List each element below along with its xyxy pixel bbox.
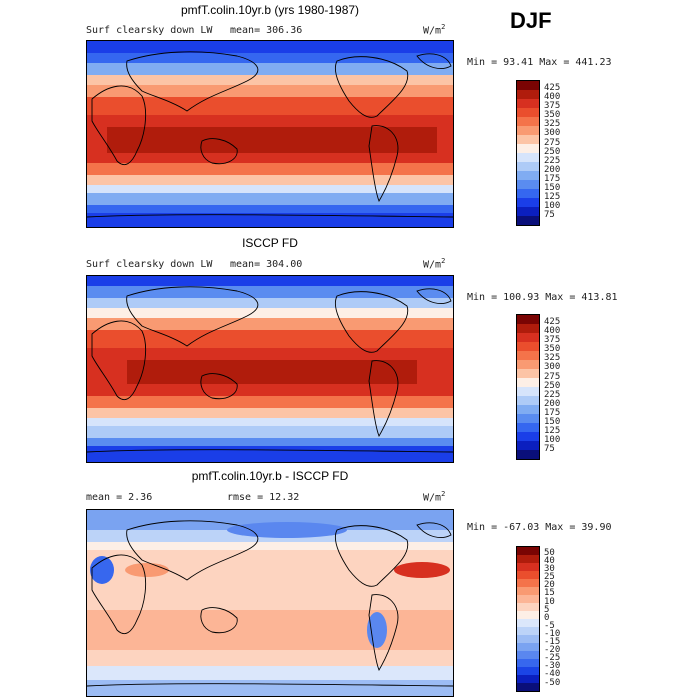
- panel-2-colorbar: 425 400 375 350 325 300 275 250 225 200 …: [516, 314, 560, 460]
- panel-1-map: [86, 40, 454, 228]
- colorbar-tick: 375: [544, 101, 561, 112]
- panel-3-title: pmfT.colin.10yr.b - ISCCP FD: [191, 469, 349, 483]
- colorbar-tick: 125: [544, 426, 561, 437]
- colorbar-tick: 200: [544, 164, 561, 175]
- panel-2-map: [86, 275, 454, 463]
- colorbar-tick: 5: [544, 604, 550, 615]
- panel-3-rmse-value: 12.32: [269, 492, 300, 503]
- panel-1-variable-label: Surf clearsky down LW: [86, 25, 213, 36]
- colorbar-tick: 325: [544, 353, 561, 364]
- panel-1-minmax: Min = 93.41 Max = 441.23: [467, 57, 612, 68]
- colorbar-tick: -40: [544, 669, 561, 680]
- panel-1-mean-value: 306.36: [266, 25, 303, 36]
- colorbar-tick: 175: [544, 407, 561, 418]
- colorbar-tick: -5: [544, 620, 555, 631]
- panel-3-map-field: [87, 510, 453, 696]
- colorbar-tick: 200: [544, 398, 561, 409]
- colorbar-tick: 75: [544, 210, 555, 221]
- colorbar-tick: 400: [544, 326, 561, 337]
- colorbar-tick: -10: [544, 628, 561, 639]
- panel-2-variable-label: Surf clearsky down LW: [86, 259, 213, 270]
- colorbar-tick: 175: [544, 173, 561, 184]
- panel-1-mean: mean= 306.36: [230, 25, 302, 36]
- colorbar-tick: 50: [544, 548, 555, 558]
- colorbar-tick: -15: [544, 637, 561, 648]
- panel-2-title: ISCCP FD: [242, 236, 298, 250]
- colorbar-tick: 20: [544, 580, 555, 591]
- panel-3-rmse: rmse = 12.32: [227, 492, 299, 503]
- panel-3-rmse-label: rmse =: [227, 492, 264, 503]
- colorbar-tick: 425: [544, 317, 561, 327]
- panel-1-map-field: [87, 41, 453, 227]
- colorbar-tick: -50: [544, 677, 561, 688]
- panel-2-units: W/m2: [423, 257, 446, 271]
- colorbar-tick: 350: [544, 110, 561, 121]
- panel-1-units: W/m2: [423, 23, 446, 37]
- colorbar-tick: 0: [544, 612, 550, 623]
- panel-1-title: pmfT.colin.10yr.b (yrs 1980-1987): [180, 3, 360, 17]
- panel-3-minmax: Min = -67.03 Max = 39.90: [467, 522, 612, 533]
- colorbar-tick: 300: [544, 362, 561, 373]
- colorbar-tick: 250: [544, 380, 561, 391]
- panel-1-mean-label: mean=: [230, 25, 261, 36]
- colorbar-tick: 225: [544, 155, 561, 166]
- colorbar-tick: 400: [544, 92, 561, 103]
- colorbar-tick: 375: [544, 335, 561, 346]
- colorbar-tick: 275: [544, 137, 561, 148]
- colorbar-tick: -30: [544, 661, 561, 672]
- panel-3-mean: mean = 2.36: [86, 492, 153, 503]
- colorbar-tick: -25: [544, 653, 561, 664]
- colorbar-tick: 300: [544, 128, 561, 139]
- panel-1-colorbar: 425 400 375 350 325 300 275 250 225 200 …: [516, 80, 560, 226]
- colorbar-tick: 125: [544, 192, 561, 203]
- colorbar-tick: 225: [544, 389, 561, 400]
- colorbar-tick: 30: [544, 564, 555, 575]
- colorbar-tick: 250: [544, 146, 561, 157]
- panel-2-mean-value: 304.00: [266, 259, 303, 270]
- colorbar-tick: 100: [544, 201, 561, 212]
- colorbar-tick: 40: [544, 556, 555, 567]
- panel-3-colorbar: 50 40 30 25 20 15 10 5 0 -5 -10 -15 -20 …: [516, 546, 560, 692]
- panel-2-mean: mean= 304.00: [230, 259, 302, 270]
- colorbar-tick: 100: [544, 435, 561, 446]
- colorbar-tick: 425: [544, 83, 561, 93]
- colorbar-tick: 150: [544, 183, 561, 194]
- panel-3-units: W/m2: [423, 490, 446, 504]
- colorbar-tick: 15: [544, 588, 555, 599]
- colorbar-tick: 150: [544, 417, 561, 428]
- colorbar-tick: 325: [544, 119, 561, 130]
- colorbar-tick: 275: [544, 371, 561, 382]
- panel-3-map: [86, 509, 454, 697]
- colorbar-tick: 10: [544, 596, 555, 607]
- colorbar-tick: 75: [544, 444, 555, 455]
- colorbar-tick: 25: [544, 572, 555, 583]
- season-label: DJF: [510, 8, 552, 33]
- panel-2-minmax: Min = 100.93 Max = 413.81: [467, 292, 618, 303]
- colorbar-tick: 350: [544, 344, 561, 355]
- colorbar-tick: -20: [544, 645, 561, 656]
- panel-2-mean-label: mean=: [230, 259, 261, 270]
- panel-2-map-field: [87, 276, 453, 462]
